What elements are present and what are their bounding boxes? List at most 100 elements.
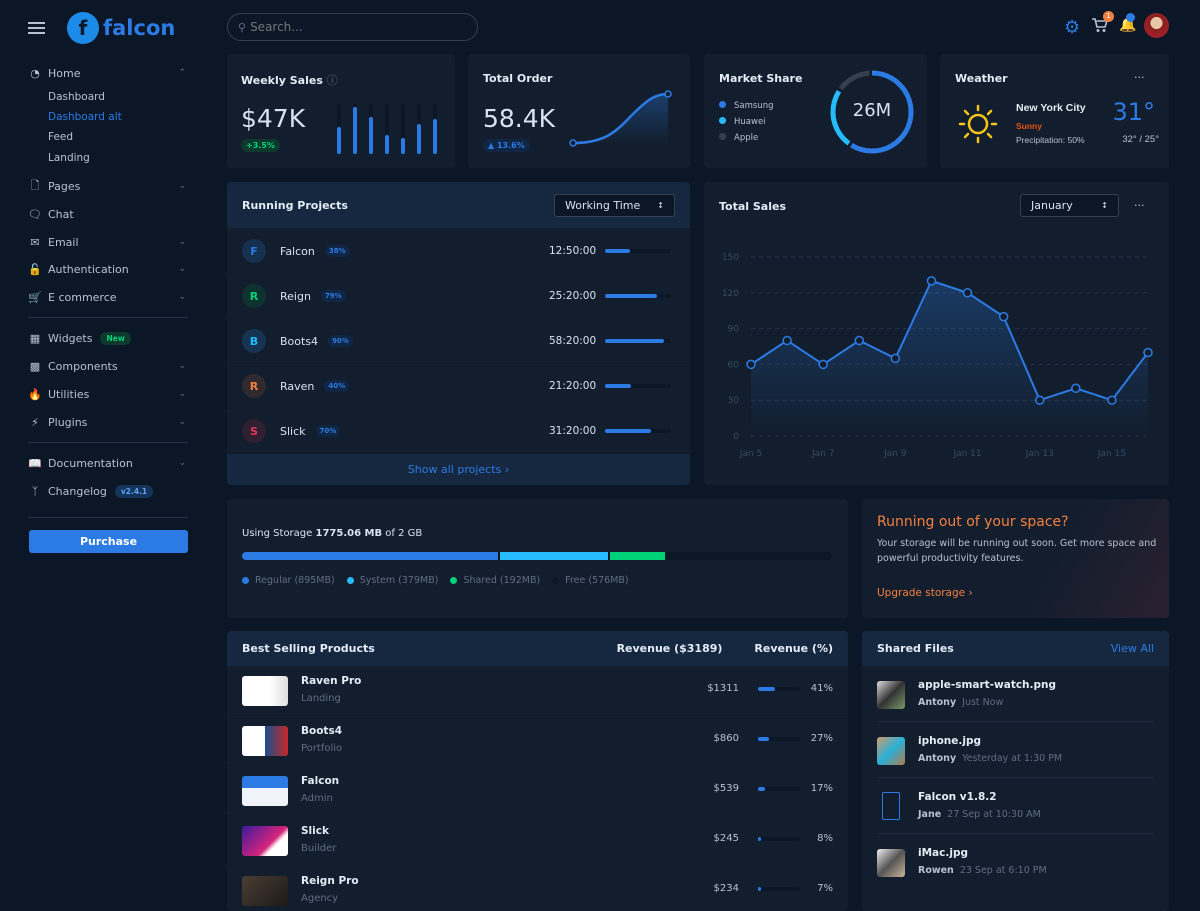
legend-dot [242, 577, 249, 584]
market-share-title: Market Share [719, 72, 803, 85]
product-row[interactable]: Raven Pro Landing $1311 41% [227, 666, 848, 716]
file-user: Rowen [918, 865, 954, 876]
plug-icon: ⚡ [31, 415, 39, 429]
sales-point[interactable] [890, 353, 901, 364]
view-all-link[interactable]: View All [1110, 642, 1154, 655]
total-order-sparkline [569, 90, 672, 147]
file-user: Antony [918, 753, 957, 764]
sales-point[interactable] [1143, 347, 1153, 358]
shared-file-row[interactable]: iphone.jpg Antony Yesterday at 1:30 PM [877, 722, 1154, 778]
best-selling-products-card: Best Selling Products Revenue ($3189) Re… [227, 631, 848, 911]
sales-point[interactable] [818, 359, 828, 370]
total-sales-menu-button[interactable]: ··· [1134, 199, 1145, 212]
project-percent-badge: 79% [320, 290, 346, 302]
sales-point[interactable] [1071, 383, 1081, 394]
project-row[interactable]: B Boots4 90% 58:20:00 [227, 319, 690, 364]
product-row[interactable]: Reign Pro Agency $234 7% [227, 866, 848, 911]
sales-point[interactable] [782, 335, 792, 346]
month-select[interactable]: January ↕ [1020, 194, 1119, 217]
y-tick-label: 0 [733, 432, 739, 442]
file-name[interactable]: iMac.jpg [918, 847, 968, 859]
file-thumbnail [877, 681, 905, 709]
sidebar-subitem-landing[interactable]: Landing [48, 152, 90, 164]
sidebar-item-documentation[interactable]: 📖 Documentation ⌄ [28, 456, 186, 470]
zip-file-icon [882, 792, 900, 820]
sidebar-subitem-feed[interactable]: Feed [48, 131, 74, 143]
sales-point[interactable] [1107, 395, 1117, 405]
product-row[interactable]: Falcon Admin $539 17% [227, 766, 848, 816]
product-name[interactable]: Reign Pro [301, 875, 359, 887]
sidebar-divider [28, 517, 188, 518]
sales-point[interactable] [1034, 395, 1045, 405]
sidebar-item-authentication[interactable]: 🔓 Authentication ⌄ [28, 262, 186, 276]
chevron-down-icon: ⌄ [178, 181, 186, 191]
file-meta: Antony Yesterday at 1:30 PM [918, 753, 1062, 764]
project-progress-bar [605, 339, 671, 343]
upgrade-storage-link[interactable]: Upgrade storage › [877, 587, 973, 599]
weekly-sales-change-badge: +3.5% [241, 139, 280, 152]
sales-point[interactable] [746, 359, 756, 370]
product-name[interactable]: Boots4 [301, 725, 343, 737]
sidebar-divider [28, 442, 188, 443]
chevron-down-icon: ⌄ [178, 458, 186, 468]
sidebar-item-widgets[interactable]: ▦ Widgets New [28, 331, 188, 345]
search-input[interactable] [250, 20, 451, 34]
file-name[interactable]: Falcon v1.8.2 [918, 791, 997, 803]
shared-file-row[interactable]: Falcon v1.8.2 Jane 27 Sep at 10:30 AM [877, 778, 1154, 834]
sidebar-item-changelog[interactable]: ᛉ Changelog v2.4.1 [28, 484, 188, 498]
new-badge: New [100, 331, 131, 345]
product-revenue: $1311 [707, 683, 739, 694]
x-tick-label: Jan 13 [1025, 449, 1054, 459]
sidebar-item-email[interactable]: ✉ Email ⌄ [28, 235, 188, 249]
sidebar-item-plugins[interactable]: ⚡ Plugins ⌄ [28, 415, 188, 429]
revenue-progress-bar [758, 787, 800, 791]
shared-file-row[interactable]: apple-smart-watch.png Antony Just Now [877, 666, 1154, 722]
sidebar-item-chat[interactable]: 🗨 Chat [28, 207, 74, 221]
market-share-card: Market Share Samsung Huawei Apple 26M [704, 54, 927, 168]
product-row[interactable]: Boots4 Portfolio $860 27% [227, 716, 848, 766]
project-row[interactable]: S Slick 70% 31:20:00 [227, 409, 690, 454]
search-box[interactable]: ⚲ [227, 13, 478, 41]
product-row[interactable]: Slick Builder $245 8% [227, 816, 848, 866]
product-name[interactable]: Raven Pro [301, 675, 362, 687]
sidebar-item-home[interactable]: ◔ Home ⌃ [28, 66, 188, 80]
weather-city: New York City [1016, 102, 1086, 114]
sales-point[interactable] [962, 288, 973, 298]
storage-segment [610, 552, 666, 560]
shared-file-row[interactable]: iMac.jpg Rowen 23 Sep at 6:10 PM [877, 834, 1154, 890]
show-all-projects-link[interactable]: Show all projects › [407, 463, 510, 476]
sidebar-item-pages[interactable]: 🗋 Pages ⌄ [28, 179, 188, 193]
puzzle-icon: ▩ [29, 359, 41, 373]
user-avatar[interactable] [1144, 13, 1169, 38]
purchase-button[interactable]: Purchase [29, 530, 188, 553]
file-name[interactable]: iphone.jpg [918, 735, 982, 747]
file-time: 27 Sep at 10:30 AM [947, 809, 1041, 820]
settings-gear-icon[interactable]: ⚙ [1064, 17, 1081, 38]
project-percent-badge: 40% [324, 380, 350, 392]
project-progress-bar [605, 294, 671, 298]
sales-point[interactable] [998, 311, 1009, 322]
working-time-select[interactable]: Working Time ↕ [554, 193, 675, 217]
file-name[interactable]: apple-smart-watch.png [918, 679, 1057, 691]
sidebar-item-ecommerce[interactable]: 🛒 E commerce ⌄ [28, 290, 186, 304]
product-name[interactable]: Falcon [301, 775, 340, 787]
product-name[interactable]: Slick [301, 825, 329, 837]
sidebar-subitem-dashboard-alt[interactable]: Dashboard alt [48, 111, 122, 123]
sidebar-subitem-dashboard[interactable]: Dashboard [48, 91, 105, 103]
weekly-sales-title: Weekly Sales [241, 74, 323, 87]
weather-menu-button[interactable]: ··· [1134, 71, 1145, 84]
brand-logo[interactable]: f falcon [67, 12, 175, 44]
info-icon[interactable]: ⓘ [326, 74, 338, 87]
sidebar-item-utilities[interactable]: 🔥 Utilities ⌄ [28, 387, 186, 401]
project-row[interactable]: F Falcon 38% 12:50:00 [227, 229, 690, 274]
weather-title: Weather [955, 72, 1008, 85]
project-row[interactable]: R Raven 40% 21:20:00 [227, 364, 690, 409]
sales-point[interactable] [854, 335, 865, 346]
sidebar-item-components[interactable]: ▩ Components ⌄ [29, 359, 186, 373]
storage-segment [242, 552, 498, 560]
weekly-sales-bar-fill [433, 119, 437, 154]
menu-toggle-icon[interactable] [28, 22, 45, 34]
code-branch-icon: ᛉ [31, 484, 39, 498]
project-row[interactable]: R Reign 79% 25:20:00 [227, 274, 690, 319]
sales-point[interactable] [926, 276, 937, 286]
